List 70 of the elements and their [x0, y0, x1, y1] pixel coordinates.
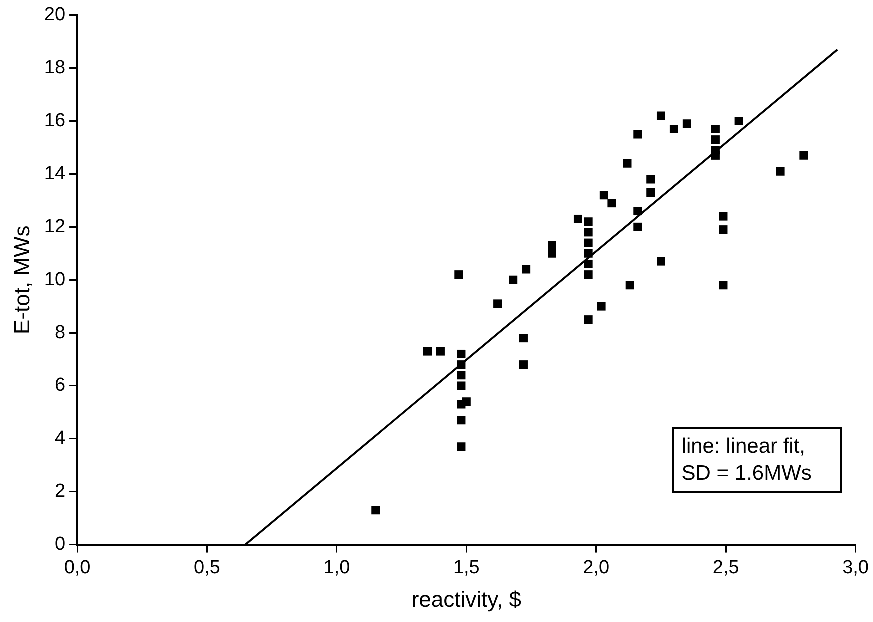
point	[719, 212, 728, 221]
point	[457, 371, 466, 380]
point	[711, 124, 720, 134]
annotation: line: linear fit, SD = 1.6MWs	[672, 426, 842, 493]
y-axis-title: E-tot, MWs	[9, 226, 34, 334]
y-tick-label: 10	[44, 269, 66, 290]
point	[584, 270, 593, 280]
point	[682, 120, 692, 128]
point	[584, 316, 593, 324]
x-tick-label: 0,5	[194, 557, 220, 578]
point	[584, 218, 593, 226]
point	[626, 281, 634, 290]
point	[457, 360, 466, 370]
point	[634, 207, 642, 216]
point	[454, 270, 464, 280]
x-tick-label: 1,0	[324, 557, 350, 578]
point	[436, 347, 445, 356]
point	[719, 226, 728, 234]
point	[548, 249, 557, 258]
y-tick-label: 2	[54, 481, 66, 502]
point	[776, 167, 785, 176]
point	[494, 300, 502, 308]
point	[584, 260, 593, 268]
y-tick-label: 12	[44, 216, 66, 238]
x-tick-label: 2,5	[712, 557, 740, 578]
point	[719, 281, 728, 290]
x-tick-label: 2,0	[583, 557, 610, 578]
point	[519, 360, 528, 370]
y-tick-label: 18	[44, 58, 66, 79]
x-tick-label: 1,5	[453, 557, 480, 578]
point	[457, 382, 466, 390]
point	[711, 151, 720, 160]
x-tick-label: 3,0	[842, 557, 870, 578]
point	[584, 238, 593, 248]
point	[584, 228, 593, 237]
point	[457, 350, 466, 358]
y-tick-label: 0	[54, 534, 66, 556]
point	[519, 334, 528, 343]
x-axis-title: reactivity, $	[412, 586, 522, 612]
y-tick-label: 4	[54, 428, 66, 450]
point	[457, 400, 466, 409]
point	[608, 199, 616, 208]
y-tick-label: 20	[44, 4, 66, 26]
point	[522, 265, 531, 274]
point	[656, 112, 666, 120]
point	[646, 175, 656, 184]
point	[634, 222, 642, 232]
point	[574, 214, 582, 224]
point	[634, 130, 642, 139]
y-tick-label: 8	[54, 322, 66, 344]
point	[457, 416, 466, 425]
point	[584, 249, 593, 258]
point	[600, 191, 608, 200]
y-tick-label: 14	[44, 163, 66, 184]
point	[623, 159, 632, 168]
point	[597, 302, 606, 311]
point	[372, 506, 380, 515]
point	[509, 276, 518, 284]
point	[734, 117, 744, 126]
point	[646, 188, 656, 197]
y-tick-label: 6	[54, 375, 66, 396]
point	[457, 442, 466, 452]
point	[670, 124, 678, 134]
y-tick-label: 16	[44, 110, 66, 132]
point	[656, 257, 666, 266]
point	[424, 347, 432, 356]
point	[711, 136, 720, 144]
x-tick-label: 0,0	[64, 557, 91, 578]
point	[548, 241, 557, 250]
point	[800, 151, 808, 160]
